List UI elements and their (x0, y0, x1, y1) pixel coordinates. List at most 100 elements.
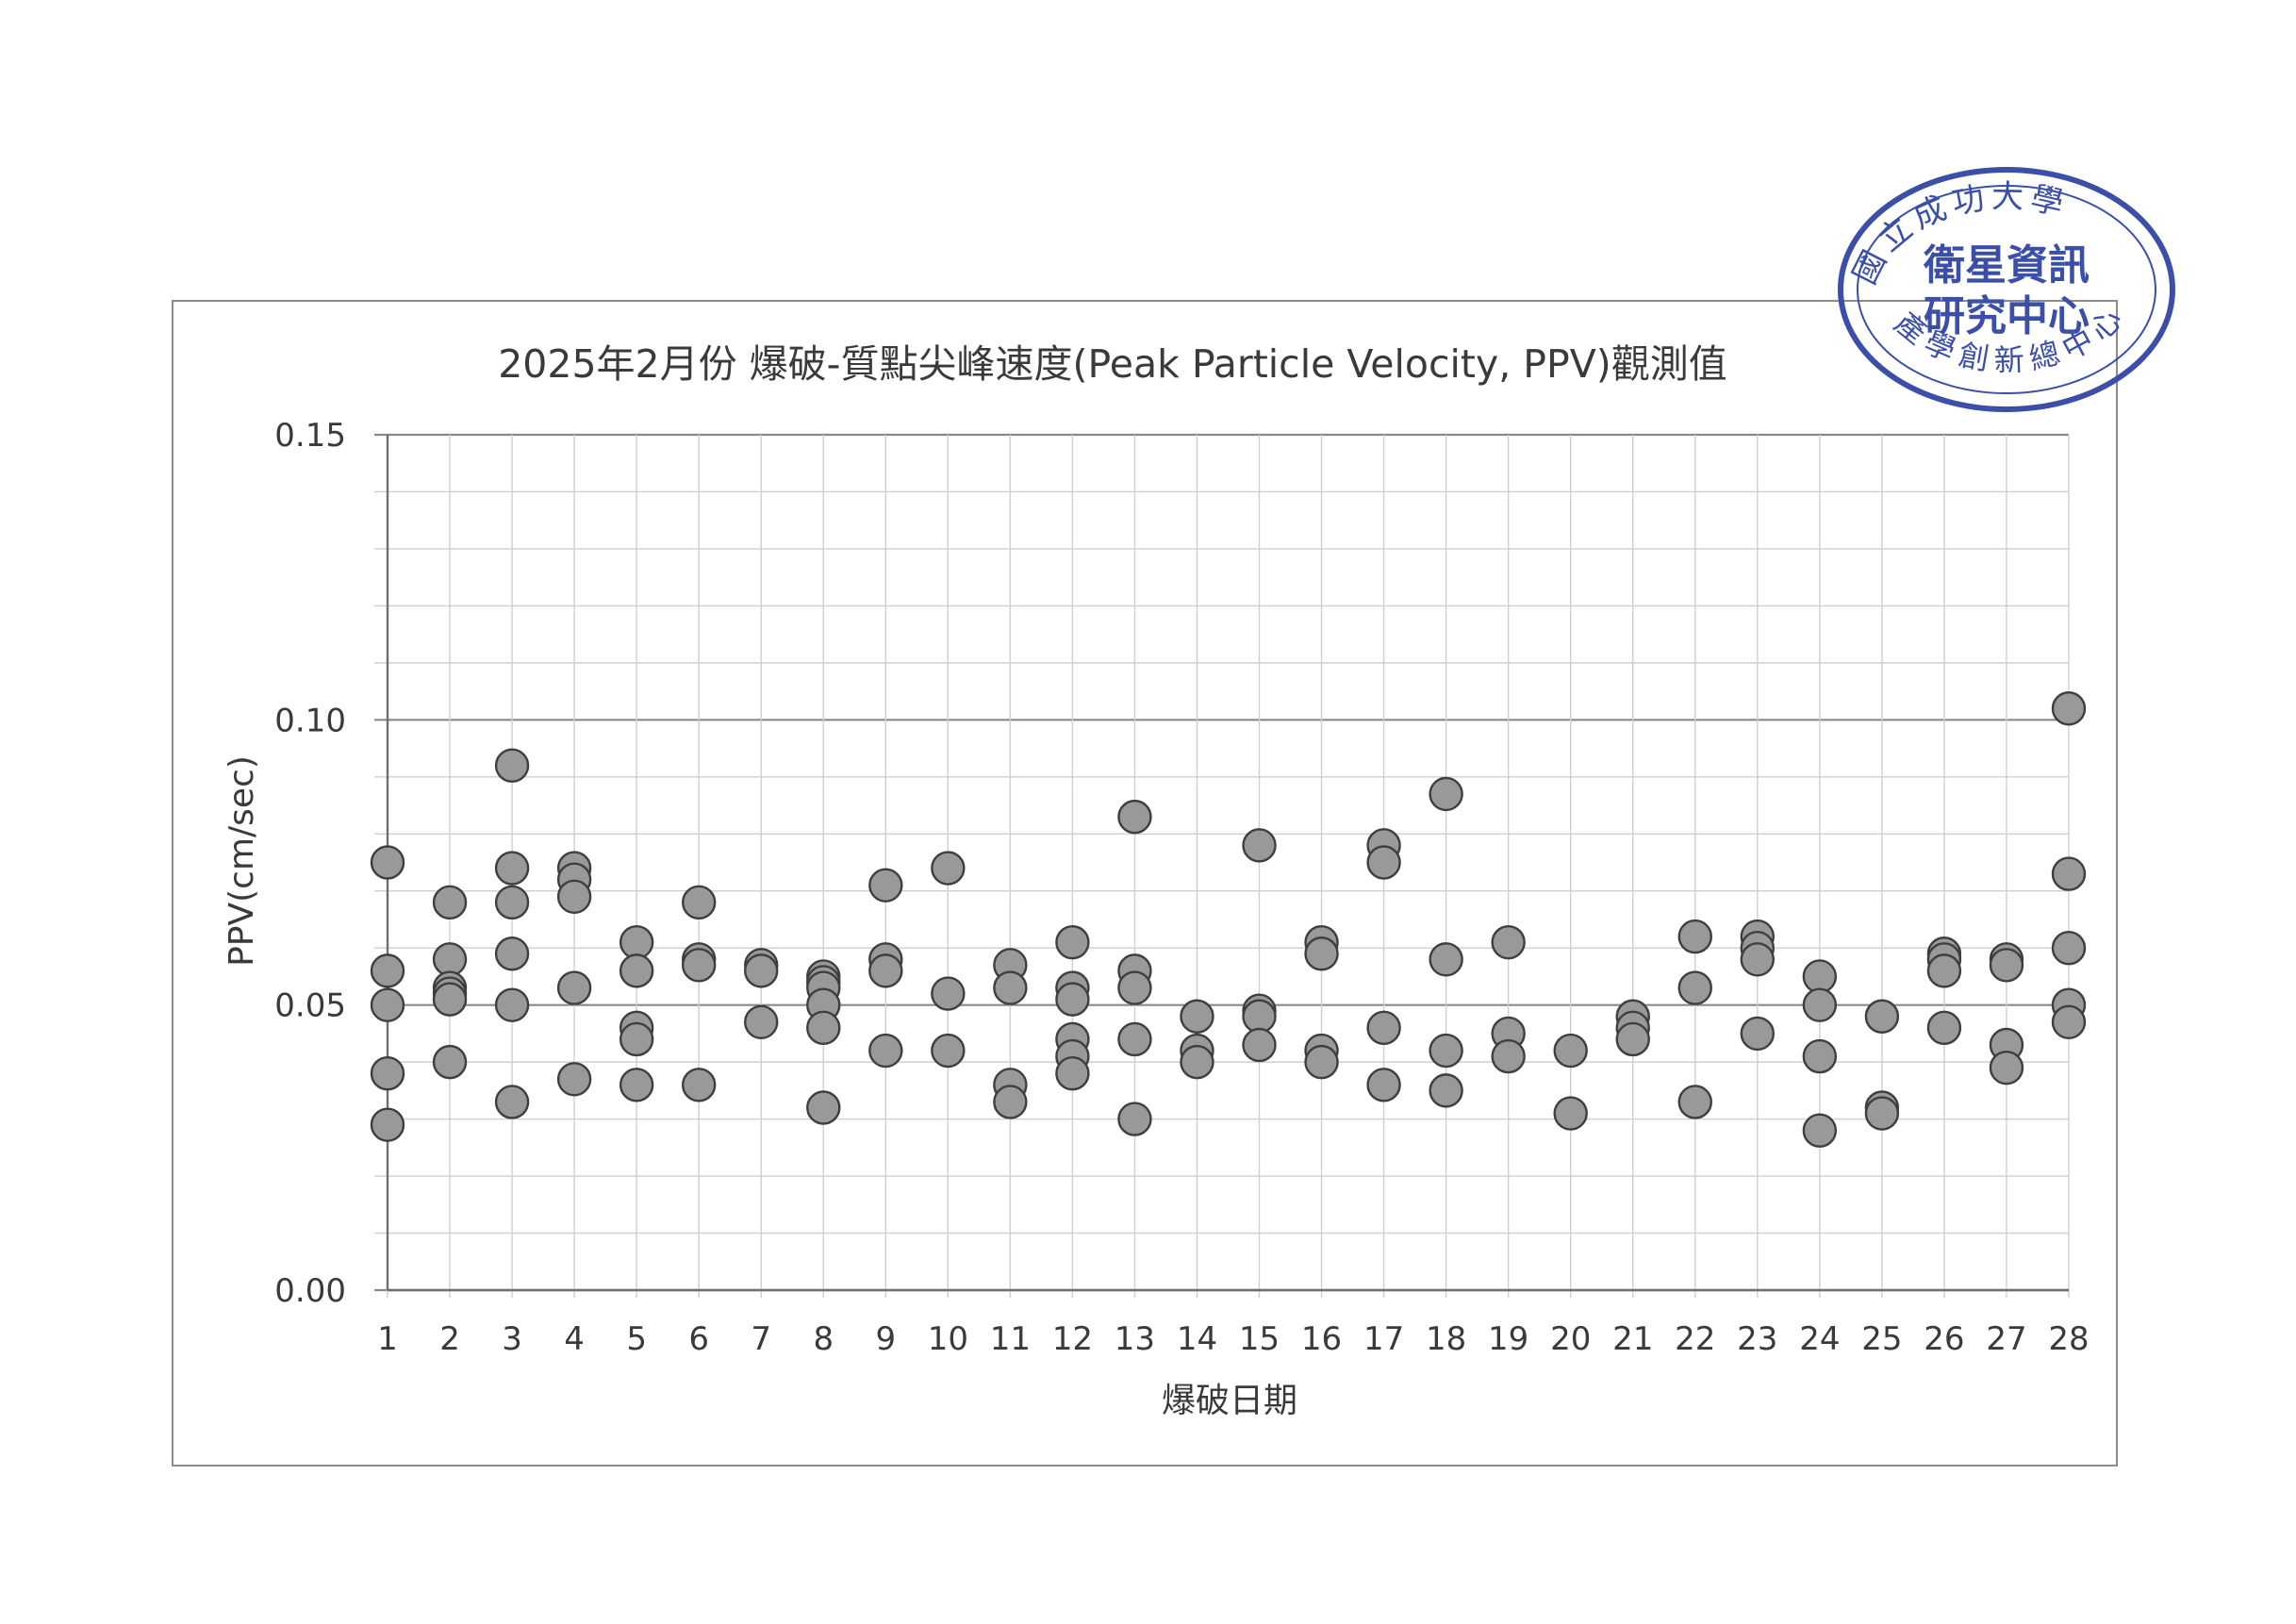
x-tick-label: 25 (1861, 1320, 1902, 1358)
data-point (1117, 1102, 1152, 1136)
data-point (1429, 1073, 1463, 1108)
chart-title: 2025年2月份 爆破-質點尖峰速度(Peak Particle Velocit… (498, 341, 1727, 387)
data-point (1615, 1021, 1650, 1057)
data-point (681, 1068, 717, 1102)
data-point (1429, 1033, 1463, 1069)
data-point (1366, 1068, 1401, 1102)
data-point (370, 953, 405, 988)
data-point (619, 1021, 654, 1057)
data-point (681, 885, 717, 920)
y-tick-label: 0.05 (274, 987, 346, 1025)
x-tick-label: 11 (990, 1320, 1031, 1358)
data-point (1429, 942, 1463, 977)
chart-frame (172, 300, 2118, 1467)
data-point (1180, 999, 1214, 1034)
grid-lines (374, 433, 2070, 1298)
y-tick-label: 0.15 (274, 417, 346, 455)
data-point (1677, 919, 1712, 954)
x-axis-label: 爆破日期 (1162, 1382, 1297, 1420)
data-point (1802, 959, 1838, 994)
x-tick-label: 24 (1799, 1320, 1840, 1358)
data-point (494, 936, 530, 971)
data-point (744, 1004, 779, 1040)
x-tick-label: 5 (626, 1320, 647, 1358)
data-point (1366, 1010, 1401, 1046)
data-point (931, 851, 966, 886)
data-point (1055, 982, 1090, 1017)
data-point (1117, 970, 1152, 1005)
data-point (556, 1062, 592, 1097)
data-point (370, 1056, 405, 1091)
data-point (619, 953, 654, 988)
stamp-line-2: 研究中心 (1924, 292, 2090, 340)
axes (386, 435, 2069, 1292)
data-point (494, 987, 530, 1022)
data-point (1117, 799, 1152, 835)
data-point (494, 885, 530, 920)
x-tick-label: 6 (688, 1320, 709, 1358)
data-point (494, 1085, 530, 1119)
data-point (1864, 999, 1900, 1034)
data-point (868, 868, 903, 903)
data-point (2051, 856, 2087, 891)
data-point (1242, 1027, 1277, 1063)
data-point (1802, 1038, 1838, 1074)
data-point (1677, 970, 1712, 1005)
data-point (1304, 936, 1339, 971)
data-point (1989, 1050, 2024, 1085)
data-point (1989, 948, 2024, 983)
data-point (2051, 931, 2087, 966)
data-point (432, 1044, 468, 1080)
x-tick-label: 4 (564, 1320, 585, 1358)
x-tick-label: 23 (1737, 1320, 1777, 1358)
data-point (868, 953, 903, 988)
data-point (619, 924, 654, 960)
y-axis-label: PPV(cm/sec) (223, 755, 261, 967)
data-points (370, 691, 2087, 1148)
data-point (993, 970, 1028, 1005)
data-point (432, 982, 468, 1017)
data-point (868, 1033, 903, 1069)
x-tick-label: 28 (2048, 1320, 2089, 1358)
x-tick-label: 26 (1924, 1320, 1964, 1358)
x-tick-label: 9 (875, 1320, 896, 1358)
x-tick-labels: 1 2 3 4 5 6 7 8 9 10 11 12 13 14 15 16 17 18 19 20 21 22 23 24 2… (377, 1320, 2089, 1358)
x-tick-label: 19 (1488, 1320, 1528, 1358)
data-point (806, 1090, 841, 1125)
data-point (1553, 1033, 1588, 1069)
data-point (556, 970, 592, 1005)
data-point (494, 748, 530, 783)
data-point (1802, 1113, 1838, 1148)
data-point (744, 953, 779, 988)
data-point (1677, 1085, 1712, 1119)
data-point (432, 885, 468, 920)
data-point (1491, 1038, 1526, 1074)
x-tick-label: 20 (1550, 1320, 1591, 1358)
data-point (1926, 1010, 1962, 1046)
x-tick-label: 13 (1115, 1320, 1155, 1358)
data-point (1926, 953, 1962, 988)
data-point (1740, 942, 1776, 977)
x-tick-label: 27 (1986, 1320, 2026, 1358)
data-point (370, 987, 405, 1022)
data-point (370, 1107, 405, 1142)
data-point (931, 976, 966, 1011)
data-point (1864, 1096, 1900, 1131)
x-tick-label: 17 (1363, 1320, 1404, 1358)
x-tick-label: 21 (1612, 1320, 1653, 1358)
data-point (1242, 999, 1277, 1034)
x-tick-label: 15 (1239, 1320, 1280, 1358)
data-point (1491, 924, 1526, 960)
x-tick-label: 14 (1177, 1320, 1217, 1358)
x-tick-label: 18 (1426, 1320, 1466, 1358)
data-point (1802, 987, 1838, 1022)
data-point (1242, 828, 1277, 863)
data-point (1055, 1056, 1090, 1091)
x-tick-label: 7 (751, 1320, 771, 1358)
data-point (1553, 1096, 1588, 1131)
data-point (1180, 1044, 1214, 1080)
x-tick-label: 2 (439, 1320, 460, 1358)
x-tick-label: 8 (813, 1320, 834, 1358)
x-tick-label: 12 (1052, 1320, 1093, 1358)
